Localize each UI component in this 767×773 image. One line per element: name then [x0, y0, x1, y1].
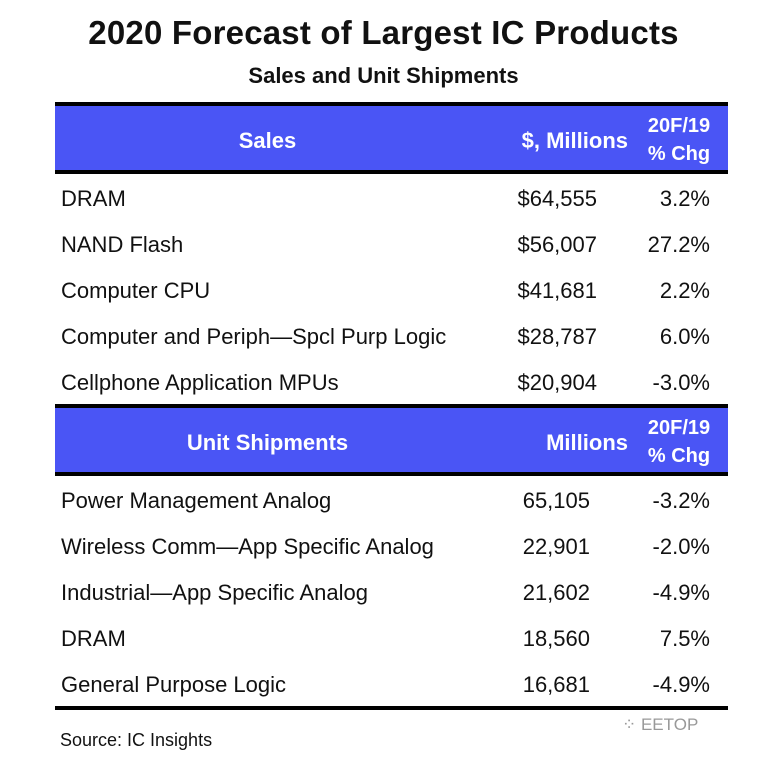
wechat-icon: ⁘ — [622, 715, 641, 734]
source-note: Source: IC Insights — [60, 730, 213, 750]
table-row: NAND Flash $56,007 27.2% — [61, 232, 710, 257]
page-title: 2020 Forecast of Largest IC Products — [88, 14, 679, 51]
units-header-chg: 20F/19% Chg — [647, 417, 711, 467]
page-subtitle: Sales and Unit Shipments — [248, 63, 519, 88]
units-header: Unit Shipments Millions 20F/19% Chg — [55, 404, 728, 476]
sales-header-chg: 20F/19% Chg — [647, 115, 711, 165]
table-row: Cellphone Application MPUs $20,904 -3.0% — [61, 370, 710, 395]
forecast-table: Sales $, Millions 20F/19% Chg DRAM $64,55… — [55, 102, 728, 710]
table-row: DRAM 18,560 7.5% — [61, 626, 710, 651]
units-header-value: Millions — [546, 430, 628, 455]
table-row: Power Management Analog 65,105 -3.2% — [61, 488, 710, 513]
table-row: General Purpose Logic 16,681 -4.9% — [55, 660, 728, 710]
sales-header: Sales $, Millions 20F/19% Chg — [55, 102, 728, 174]
table-row: DRAM $64,555 3.2% — [61, 186, 710, 211]
units-header-label: Unit Shipments — [186, 430, 349, 455]
table-row: Computer CPU $41,681 2.2% — [61, 278, 710, 303]
sales-header-value: $, Millions — [521, 128, 628, 153]
table-row: Wireless Comm—App Specific Analog 22,901-… — [61, 534, 710, 559]
table-row: Industrial—App Specific Analog 21,602 -4.9… — [61, 580, 710, 605]
sales-header-label: Sales — [238, 128, 297, 153]
table-row: Computer and Periph—Spcl Purp Logic $28,7… — [61, 324, 710, 349]
watermark: ⁘ EETOP — [622, 715, 699, 734]
